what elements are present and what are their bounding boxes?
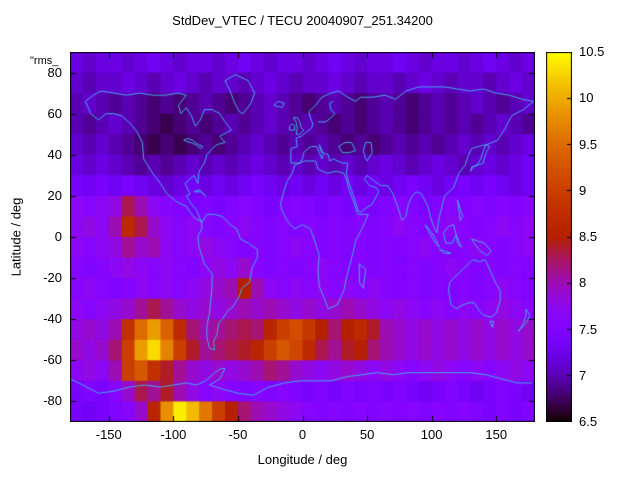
colorbar-tick-label: 9	[579, 182, 587, 198]
y-tick-label: -80	[43, 393, 62, 409]
x-tick-label: -100	[160, 427, 187, 442]
y-tick-label: 0	[54, 229, 62, 244]
colorbar-tick-label: 7.5	[579, 321, 598, 337]
y-tick-label: 60	[47, 105, 62, 121]
colorbar-tick-label: 7	[579, 367, 587, 383]
x-tick-label: -150	[95, 427, 122, 442]
y-tick-label: -20	[43, 270, 62, 286]
chart-title: StdDev_VTEC / TECU 20040907_251.34200	[172, 13, 433, 28]
y-tick-label: -40	[43, 311, 62, 327]
x-tick-label: 50	[359, 427, 375, 442]
colorbar-canvas	[546, 52, 572, 422]
y-tick-label: 40	[47, 146, 62, 162]
colorbar-tick-label: 10	[579, 90, 594, 106]
x-tick-label: -50	[228, 427, 248, 442]
x-tick-label: 0	[298, 427, 307, 442]
y-axis-label: Latitude / deg	[8, 197, 24, 277]
colorbar-tick-label: 6.5	[579, 414, 598, 429]
x-axis-label: Longitude / deg	[257, 452, 348, 467]
y-tick-label: -60	[43, 352, 62, 368]
colorbar-tick-label: 8.5	[579, 229, 598, 244]
y-tick-label: 20	[47, 187, 62, 203]
colorbar-tick-label: 10.5	[579, 44, 605, 59]
colorbar-tick-label: 9.5	[579, 136, 598, 152]
x-tick-label: 150	[485, 427, 508, 442]
heatmap-plot-canvas	[70, 52, 535, 422]
rms-annotation: "rms_	[30, 55, 59, 67]
y-tick-label: 80	[47, 64, 62, 80]
x-tick-label: 100	[420, 427, 443, 442]
colorbar-tick-label: 8	[579, 275, 587, 291]
